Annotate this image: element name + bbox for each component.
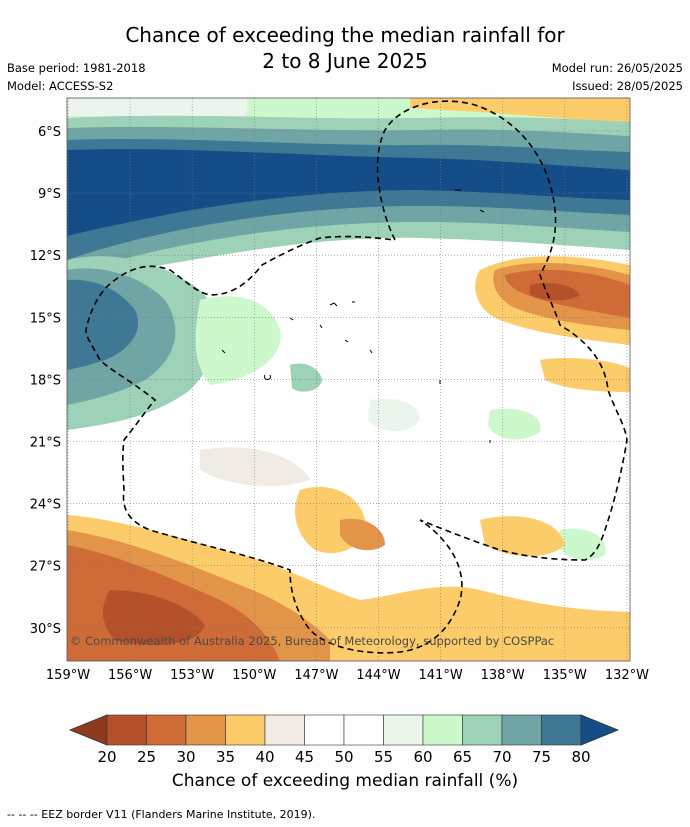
lon-tick-label: 147°W (294, 668, 338, 683)
colorbar-cell (264, 714, 305, 746)
lat-tick-label: 12°S (30, 249, 61, 264)
islands (221, 189, 491, 443)
colorbar-label: Chance of exceeding median rainfall (%) (171, 771, 519, 791)
lon-tick-label: 156°W (108, 668, 152, 683)
lat-tick-label: 15°S (30, 311, 61, 326)
lat-tick-label: 27°S (30, 560, 61, 575)
lat-tick-label: 21°S (30, 436, 61, 451)
wet-band-core (67, 149, 630, 236)
colorbar-tick-label: 70 (492, 748, 511, 766)
colorbar-cells (68, 714, 620, 746)
pale-patch-2 (488, 408, 541, 440)
lat-tick-label: 24°S (30, 498, 61, 513)
eez-footnote: -- -- -- EEZ border V11 (Flanders Marine… (7, 808, 316, 821)
colorbar-cell (501, 714, 542, 746)
colorbar-tick-label: 45 (295, 748, 314, 766)
colorbar-tick-label: 40 (255, 748, 274, 766)
light-green-patch (195, 296, 281, 385)
lon-tick-label: 138°W (481, 668, 525, 683)
base-period: Base period: 1981-2018 (7, 61, 146, 75)
bottom-dry-core (103, 590, 205, 645)
model-run: Model run: 26/05/2025 (551, 61, 683, 75)
lon-tick-label: 141°W (419, 668, 463, 683)
colorbar-cell (343, 714, 384, 746)
band-top-pale (67, 98, 247, 116)
meta-left: Base period: 1981-2018 Model: ACCESS-S2 (7, 59, 146, 95)
colorbar-cell (146, 714, 187, 746)
colorbar-tick-label: 75 (532, 748, 551, 766)
colorbar-tick-label: 50 (334, 748, 353, 766)
copyright-notice: © Commonwealth of Australia 2025, Bureau… (70, 634, 555, 648)
lat-tick-label: 30°S (30, 622, 61, 637)
colorbar-cell (106, 714, 147, 746)
left-wet-lobe-core (67, 279, 139, 370)
colorbar-tick-label: 35 (216, 748, 235, 766)
colorbar-cell (185, 714, 226, 746)
neutral-patch (200, 447, 310, 486)
title-line-1: Chance of exceeding the median rainfall … (125, 23, 565, 47)
gridlines (67, 98, 630, 661)
lon-tick-label: 132°W (605, 668, 649, 683)
map-frame (66, 97, 631, 662)
pale-patch-1 (368, 398, 420, 432)
colorbar-tick-label: 65 (453, 748, 472, 766)
colorbar-cell (462, 714, 503, 746)
colorbar-ticks: 20 25 30 35 40 45 50 55 60 65 70 75 80 (97, 748, 590, 766)
eez-border (85, 100, 628, 654)
colorbar-cell (304, 714, 345, 746)
mid-right-dry (480, 516, 565, 557)
lat-tick-label: 9°S (38, 187, 61, 202)
lat-axis: 6°S 9°S 12°S 15°S 18°S 21°S 24°S 27°S 30°S (30, 125, 61, 637)
colorbar-extend-high (580, 714, 620, 746)
colorbar-cell (383, 714, 424, 746)
lon-axis: 159°W 156°W 153°W 150°W 147°W 144°W 141°W 138°W… (46, 668, 649, 683)
right-dry-core (530, 283, 580, 301)
lat-tick-label: 18°S (30, 373, 61, 388)
colorbar-cell (541, 714, 582, 746)
colorbar: 20 25 30 35 40 45 50 55 60 65 70 75 80 (68, 714, 620, 766)
colorbar-tick-label: 20 (97, 748, 116, 766)
meta-right: Model run: 26/05/2025 Issued: 28/05/2025 (552, 59, 683, 95)
mid-dry-inner (340, 518, 385, 551)
small-green-patch (290, 363, 322, 392)
issued-date: Issued: 28/05/2025 (572, 79, 683, 93)
colorbar-extend-low (68, 714, 108, 746)
rainfall-map: 6°S 9°S 12°S 15°S 18°S 21°S 24°S 27°S 30°S 159°W… (30, 97, 649, 683)
model-name: Model: ACCESS-S2 (7, 79, 114, 93)
lon-tick-label: 135°W (543, 668, 587, 683)
colorbar-tick-label: 25 (137, 748, 156, 766)
title-line-2: 2 to 8 June 2025 (262, 49, 428, 73)
top-dry-patch (410, 98, 630, 125)
colorbar-tick-label: 60 (413, 748, 432, 766)
colorbar-tick-label: 30 (176, 748, 195, 766)
colorbar-tick-label: 80 (571, 748, 590, 766)
colorbar-tick-label: 55 (374, 748, 393, 766)
lon-tick-label: 159°W (46, 668, 90, 683)
colorbar-cell (422, 714, 463, 746)
lon-tick-label: 144°W (356, 668, 400, 683)
lon-tick-label: 153°W (170, 668, 214, 683)
lat-tick-label: 6°S (38, 125, 61, 140)
map-field (67, 98, 630, 661)
lon-tick-label: 150°W (232, 668, 276, 683)
colorbar-cell (225, 714, 266, 746)
map-title: Chance of exceeding the median rainfall … (0, 22, 690, 74)
